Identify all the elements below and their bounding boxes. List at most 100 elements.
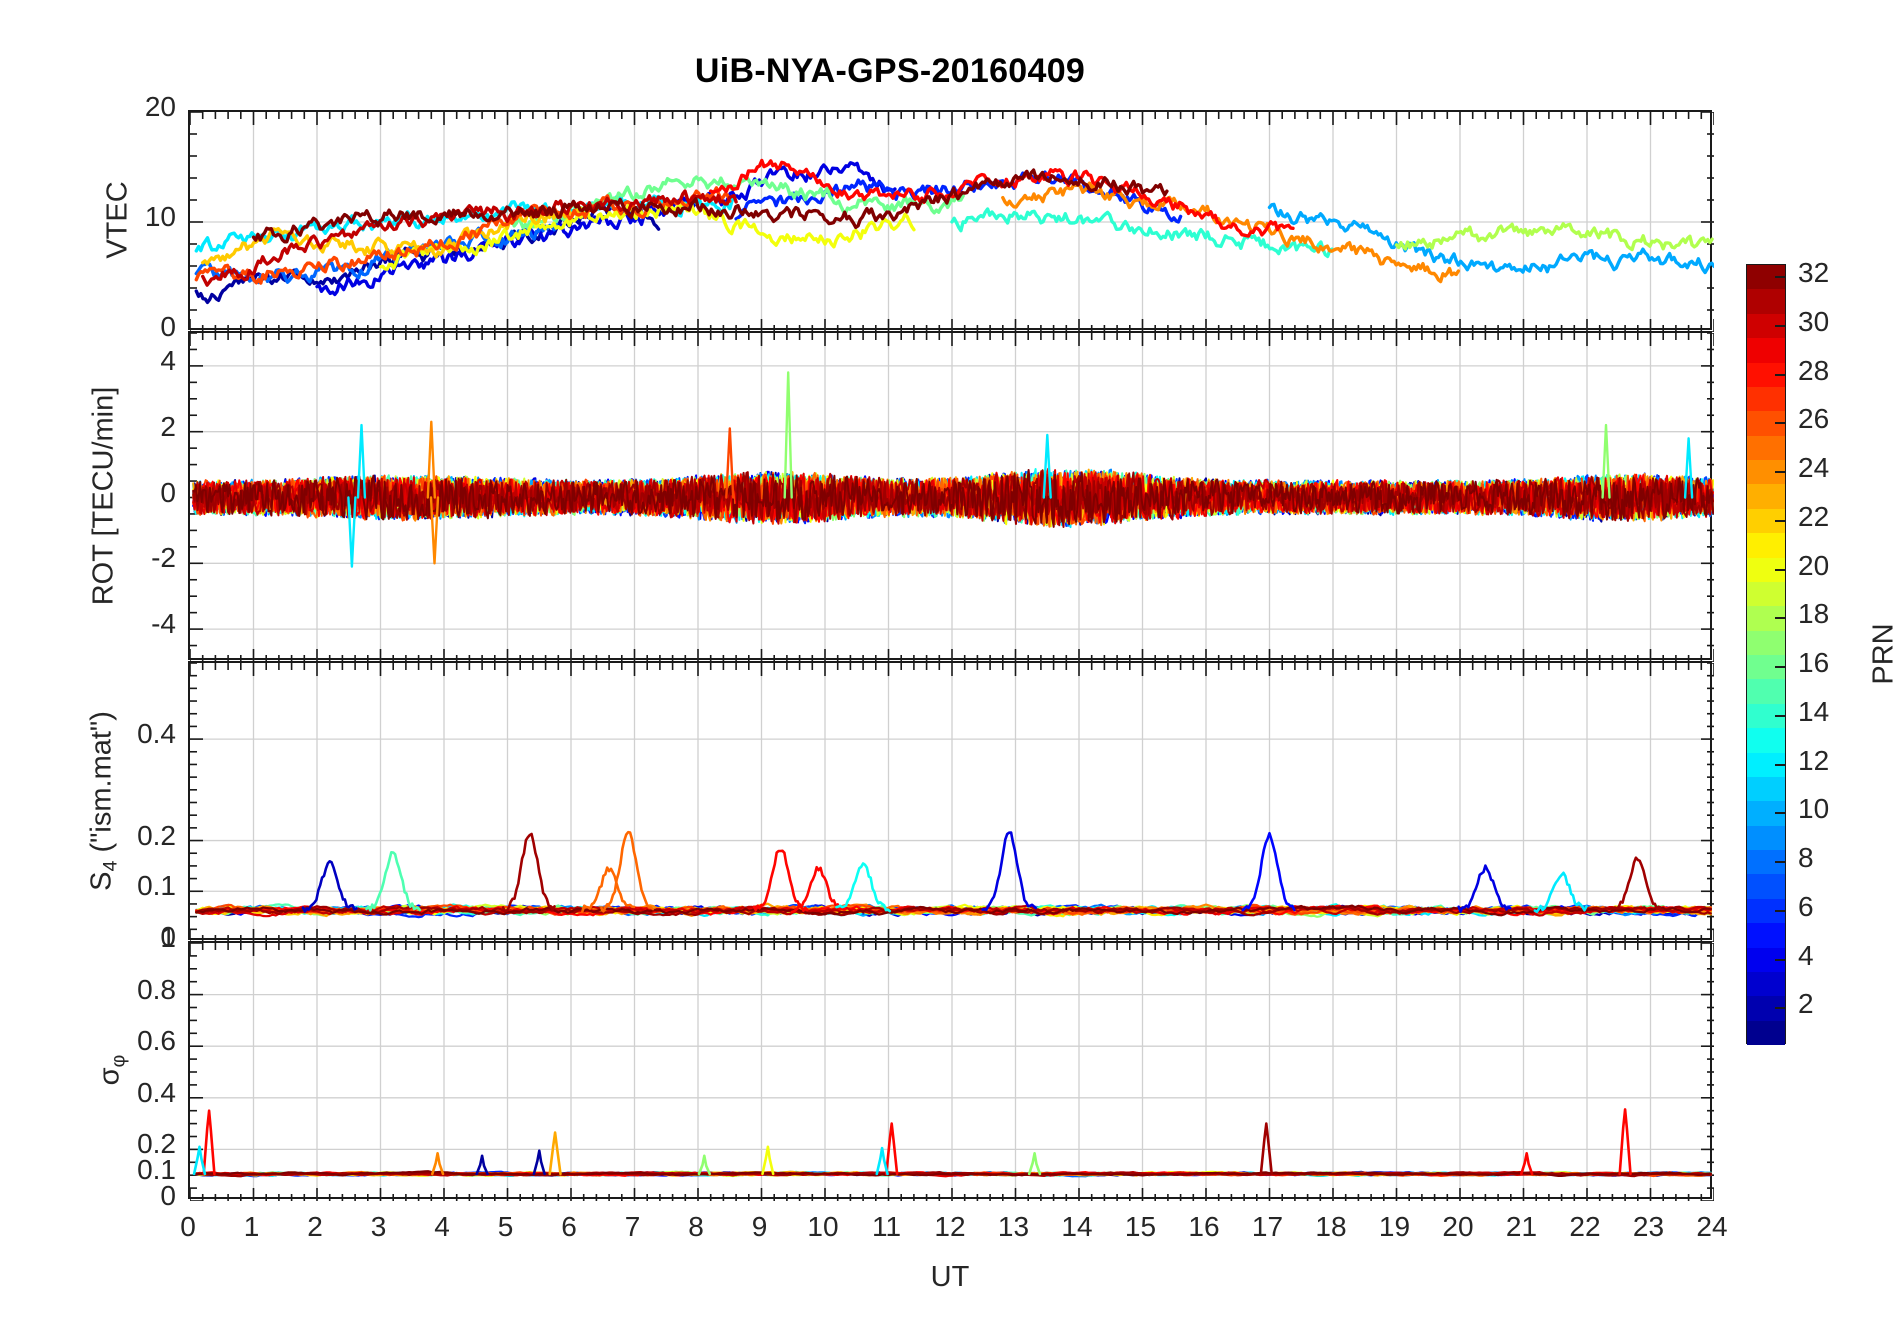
colorbar-segment-15 [1747,679,1785,704]
colorbar-tick-32: 32 [1798,257,1830,289]
plot-canvas-sigmaphi [190,943,1714,1201]
prn-colorbar [1746,264,1786,1045]
series-group-s4 [195,830,1712,919]
colorbar-tick-16: 16 [1798,647,1830,679]
ytick-sigmaphi-0.2: 0.2 [137,1128,176,1160]
series-group-rot [192,371,1714,568]
colorbar-segment-13 [1747,728,1785,753]
xtick-7: 7 [624,1211,641,1242]
colorbar-tickmark-12 [1775,763,1786,766]
colorbar-tick-8: 8 [1798,842,1814,874]
colorbar-tickmark-30 [1775,324,1786,327]
plot-canvas-rot [190,333,1714,662]
xtick-8: 8 [688,1211,704,1242]
colorbar-segment-23 [1747,484,1785,509]
xtick-12: 12 [934,1211,966,1242]
series-group-sigmaphi [192,1108,1712,1178]
colorbar-tick-30: 30 [1798,305,1830,337]
colorbar-segment-25 [1747,435,1785,460]
xtick-0: 0 [180,1211,196,1242]
series-group-vtec [194,158,1714,305]
ytick-vtec-10: 10 [144,201,176,232]
colorbar-tick-26: 26 [1798,403,1830,435]
ylabel-rot: ROT [TECU/min] [87,386,120,605]
xaxis-label: UT [930,1261,970,1293]
colorbar-tick-12: 12 [1798,744,1830,776]
plot-canvas-vtec [190,112,1714,332]
xtick-13: 13 [997,1211,1030,1242]
ytick-rot--2: -2 [151,542,176,574]
colorbar-segment-27 [1747,386,1785,412]
colorbar-segment-9 [1747,825,1785,850]
colorbar-tickmark-18 [1775,617,1786,620]
ytick-sigmaphi-0.6: 0.6 [137,1025,176,1057]
colorbar-segment-7 [1747,874,1785,899]
colorbar-tickmark-26 [1775,422,1786,425]
xtick-3: 3 [370,1211,387,1242]
ytick-rot-0: 0 [160,476,176,508]
colorbar-segment-17 [1747,630,1785,655]
plot-canvas-s4 [190,663,1714,942]
xtick-4: 4 [434,1211,450,1242]
colorbar-segment-5 [1747,923,1785,948]
colorbar-tick-14: 14 [1798,695,1830,727]
xtick-21: 21 [1505,1211,1538,1242]
ytick-s4-0: 0 [160,921,176,952]
xtick-15: 15 [1124,1211,1157,1242]
colorbar-tick-6: 6 [1798,890,1814,922]
colorbar-tick-10: 10 [1798,793,1830,825]
colorbar-tickmark-8 [1775,861,1786,864]
ytick-rot-4: 4 [160,344,176,376]
ytick-vtec-20: 20 [144,91,176,122]
ytick-rot--4: -4 [151,608,176,640]
colorbar-segment-29 [1747,338,1785,363]
xtick-1: 1 [243,1211,260,1242]
ylabel-vtec: VTEC [101,181,134,259]
ytick-s4-0.2: 0.2 [137,819,176,851]
xtick-10: 10 [807,1211,839,1242]
colorbar-tickmark-28 [1775,373,1786,376]
colorbar-tickmark-4 [1775,958,1786,961]
colorbar-tickmark-14 [1775,714,1786,717]
ytick-vtec-0: 0 [160,311,176,342]
ytick-sigmaphi-0.4: 0.4 [137,1076,176,1108]
colorbar-segment-11 [1747,776,1785,802]
plot-panel-s4 [188,661,1714,942]
colorbar-segment-19 [1747,581,1785,607]
xtick-17: 17 [1251,1211,1284,1242]
ytick-s4-0.4: 0.4 [137,718,176,750]
xtick-2: 2 [307,1211,323,1242]
colorbar-tickmark-20 [1775,568,1786,571]
ytick-sigmaphi-0: 0 [160,1180,176,1211]
colorbar-tick-2: 2 [1798,988,1814,1020]
colorbar-segment-3 [1747,971,1785,997]
colorbar-tick-18: 18 [1798,598,1830,630]
colorbar-tick-4: 4 [1798,939,1814,971]
figure-title: UiB-NYA-GPS-20160409 [694,52,1086,90]
ylabel-sigmaphi: σφ [93,1054,130,1086]
colorbar-tickmark-16 [1775,666,1786,669]
ylabel-s4: S4 ("ism.mat") [85,710,122,891]
xtick-11: 11 [871,1211,902,1242]
plot-panel-sigmaphi [188,941,1714,1201]
xtick-5: 5 [497,1211,514,1242]
colorbar-tick-20: 20 [1798,549,1830,581]
colorbar-tick-24: 24 [1798,452,1830,484]
xtick-23: 23 [1632,1211,1665,1242]
xtick-9: 9 [751,1211,768,1242]
colorbar-tickmark-32 [1775,276,1786,279]
colorbar-tick-28: 28 [1798,354,1830,386]
xtick-20: 20 [1442,1211,1474,1242]
colorbar-tickmark-2 [1775,1007,1786,1010]
xtick-24: 24 [1696,1211,1728,1242]
xtick-22: 22 [1569,1211,1601,1242]
colorbar-segment-21 [1747,533,1785,558]
colorbar-tickmark-24 [1775,471,1786,474]
colorbar-segment-1 [1747,1020,1785,1045]
plot-panel-rot [188,331,1714,662]
colorbar-label: PRN [1867,623,1900,685]
ytick-sigmaphi-1: 1 [160,922,176,953]
ytick-sigmaphi-0.8: 0.8 [137,973,176,1005]
ytick-s4-0.1: 0.1 [137,870,176,902]
colorbar-tickmark-10 [1775,812,1786,815]
